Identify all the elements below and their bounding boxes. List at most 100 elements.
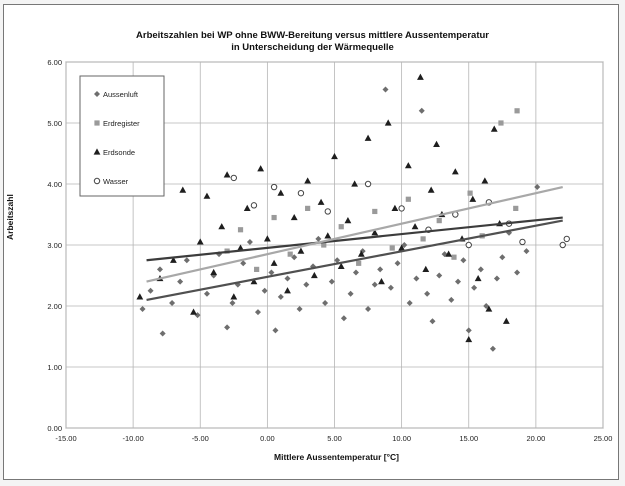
legend-label-wasser: Wasser: [103, 177, 129, 186]
data-point-erdsonde: [404, 162, 412, 169]
data-point-aussenluft: [471, 284, 478, 291]
data-point-aussenluft: [229, 299, 236, 306]
data-point-erdsonde: [170, 256, 177, 263]
data-point-aussenluft: [224, 324, 231, 331]
data-point-erdsonde: [304, 177, 312, 184]
data-point-aussenluft: [272, 327, 279, 334]
data-point-wasser: [324, 208, 331, 215]
data-point-wasser: [230, 174, 238, 182]
data-point-aussenluft: [183, 257, 190, 264]
data-point-erdsonde: [230, 293, 238, 300]
x-axis-title: Mittlere Aussentemperatur [°C]: [274, 452, 399, 462]
data-point-wasser: [563, 235, 570, 243]
data-point-erdsonde: [250, 278, 258, 285]
chart-title-line-1: Arbeitszahlen bei WP ohne BWW-Bereitung …: [136, 30, 489, 41]
data-point-erdsonde: [427, 186, 435, 193]
y-tick-label: 3.00: [47, 241, 62, 250]
data-point-erdsonde: [196, 238, 204, 245]
legend-marker-aussenluft: [94, 91, 100, 97]
data-point-aussenluft: [291, 254, 298, 261]
data-point-erdsonde: [243, 204, 251, 211]
data-point-aussenluft: [277, 293, 284, 300]
data-point-erdregister: [237, 227, 244, 233]
data-point-aussenluft: [387, 284, 394, 291]
data-point-erdsonde: [223, 171, 231, 178]
data-point-erdsonde: [136, 293, 144, 300]
data-point-erdsonde: [465, 335, 473, 343]
data-point-erdsonde: [210, 268, 218, 276]
x-tick-label: 0.00: [260, 434, 275, 443]
data-point-erdregister: [287, 251, 293, 257]
data-point-erdsonde: [290, 213, 298, 221]
data-point-wasser: [297, 189, 305, 197]
data-point-erdregister: [372, 208, 378, 215]
y-tick-label: 0.00: [47, 424, 62, 433]
x-tick-label: 20.00: [526, 434, 545, 443]
data-point-aussenluft: [284, 275, 291, 282]
data-point-aussenluft: [268, 269, 275, 276]
data-point-erdsonde: [391, 204, 399, 211]
data-point-aussenluft: [483, 303, 490, 309]
data-point-erdregister: [389, 245, 395, 251]
data-point-aussenluft: [371, 281, 378, 288]
data-point-erdregister: [436, 218, 442, 224]
data-point-erdsonde: [190, 308, 197, 315]
data-point-aussenluft: [147, 287, 154, 294]
x-tick-label: -5.00: [192, 434, 209, 443]
data-point-erdsonde: [337, 262, 345, 269]
data-point-aussenluft: [303, 281, 310, 288]
data-point-erdsonde: [371, 229, 379, 236]
legend-label-erdregister: Erdregister: [103, 119, 140, 128]
data-point-aussenluft: [394, 260, 401, 267]
data-point-aussenluft: [523, 248, 530, 255]
data-point-erdsonde: [417, 73, 424, 80]
data-point-erdsonde: [310, 271, 318, 279]
legend-marker-wasser: [93, 177, 101, 185]
data-point-aussenluft: [436, 272, 443, 279]
data-point-aussenluft: [322, 299, 329, 306]
data-point-aussenluft: [156, 266, 163, 273]
data-point-erdsonde: [257, 165, 265, 172]
legend-box: [79, 75, 165, 197]
data-point-aussenluft: [493, 275, 500, 282]
x-tick-label: 10.00: [392, 434, 411, 443]
data-point-aussenluft: [246, 238, 253, 245]
data-point-aussenluft: [139, 306, 146, 313]
y-tick-label: 1.00: [47, 363, 62, 372]
data-point-erdsonde: [445, 250, 453, 257]
data-point-aussenluft: [382, 86, 389, 93]
data-point-wasser: [559, 241, 566, 249]
data-point-aussenluft: [465, 327, 472, 334]
data-point-erdsonde: [351, 180, 359, 187]
data-point-erdsonde: [284, 287, 291, 294]
data-point-aussenluft: [347, 290, 354, 297]
data-point-erdsonde: [344, 217, 352, 224]
data-point-aussenluft: [418, 107, 425, 114]
data-point-wasser: [465, 241, 472, 249]
data-point-erdregister: [451, 254, 457, 260]
legend-label-aussenluft: Aussenluft: [103, 90, 139, 99]
data-point-aussenluft: [328, 278, 335, 285]
x-tick-label: -10.00: [122, 434, 143, 443]
data-point-aussenluft: [406, 299, 413, 306]
data-point-erdsonde: [451, 168, 459, 175]
data-point-wasser: [250, 202, 258, 209]
data-point-erdsonde: [237, 244, 244, 251]
data-point-aussenluft: [340, 315, 347, 322]
data-point-erdsonde: [481, 177, 489, 184]
data-point-erdregister: [514, 108, 520, 114]
data-point-aussenluft: [499, 254, 506, 261]
data-point-erdsonde: [203, 192, 211, 199]
data-point-aussenluft: [296, 306, 303, 313]
data-point-aussenluft: [424, 290, 431, 297]
data-point-erdsonde: [469, 195, 477, 202]
data-point-aussenluft: [203, 290, 210, 297]
data-point-aussenluft: [240, 260, 247, 267]
data-point-aussenluft: [460, 257, 467, 264]
data-point-aussenluft: [365, 306, 372, 313]
data-point-erdsonde: [324, 232, 332, 239]
data-point-erdsonde: [502, 317, 510, 324]
data-point-aussenluft: [534, 184, 541, 191]
data-point-erdsonde: [297, 247, 305, 254]
data-point-aussenluft: [261, 287, 268, 294]
